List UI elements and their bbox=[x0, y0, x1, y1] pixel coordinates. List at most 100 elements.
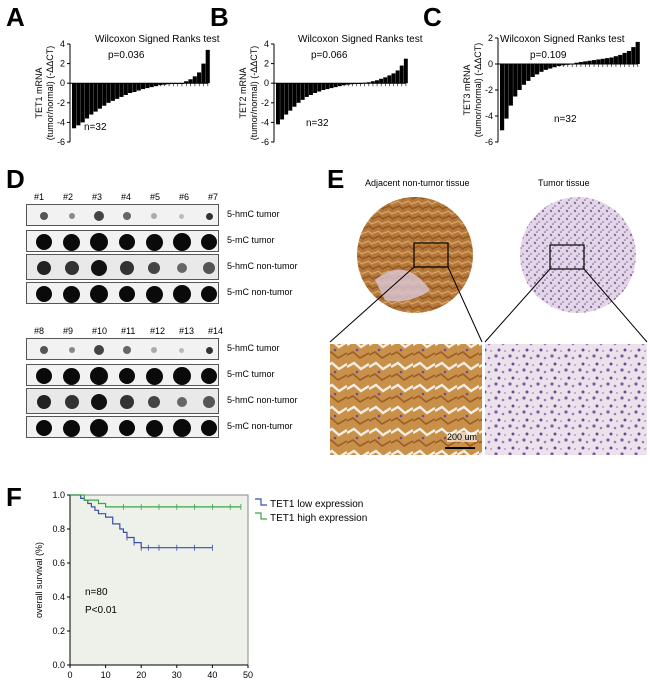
blot-dot bbox=[90, 419, 108, 437]
blot-dot bbox=[205, 346, 213, 354]
bar bbox=[304, 83, 309, 97]
bar bbox=[110, 83, 115, 101]
bar bbox=[309, 83, 313, 95]
blot-dot bbox=[90, 233, 108, 251]
y-tick-label: -6 bbox=[485, 137, 493, 147]
bar bbox=[97, 83, 102, 109]
y-tick-label: -4 bbox=[261, 117, 269, 127]
y-tick-label: 0.6 bbox=[52, 558, 65, 568]
y-tick-label: 1.0 bbox=[52, 490, 65, 500]
bar bbox=[530, 64, 535, 77]
panel-label-d: D bbox=[6, 164, 25, 194]
y-tick-label: -2 bbox=[57, 98, 65, 108]
blot-strip bbox=[26, 416, 219, 438]
blot-dot bbox=[119, 261, 134, 275]
x-tick-label: 40 bbox=[207, 670, 217, 680]
blot-dot bbox=[145, 233, 163, 251]
blot-dot bbox=[203, 396, 215, 408]
bar bbox=[84, 83, 90, 119]
bar bbox=[513, 64, 518, 97]
bar bbox=[106, 83, 111, 103]
blot-row-label: 5-hmC tumor bbox=[227, 209, 280, 219]
blot-dot bbox=[201, 286, 217, 302]
sample-label: #12 bbox=[150, 326, 166, 336]
y-tick-label: 2 bbox=[60, 59, 65, 69]
blot-dot bbox=[201, 420, 217, 436]
x-tick-label: 50 bbox=[243, 670, 253, 680]
zoom-box-left bbox=[413, 242, 449, 268]
bar bbox=[76, 83, 81, 126]
bar bbox=[631, 47, 636, 64]
blot-strip bbox=[26, 364, 219, 386]
blot-dot bbox=[68, 213, 75, 219]
y-axis-label: TET3 mRNA(tumor/normal) (-ΔΔCT) bbox=[462, 43, 483, 138]
panel-label-c: C bbox=[423, 2, 442, 32]
panel-b-n: n=32 bbox=[306, 118, 329, 129]
n-label: n=80 bbox=[85, 587, 108, 598]
blot-dot bbox=[151, 347, 157, 353]
blot-dot bbox=[172, 419, 191, 437]
blot-dot bbox=[94, 345, 104, 355]
blot-dot bbox=[118, 368, 135, 384]
legend-swatch bbox=[255, 498, 267, 506]
bar bbox=[535, 64, 540, 75]
blot-dot bbox=[63, 285, 80, 303]
panel-label-a: A bbox=[6, 2, 25, 32]
legend-label: TET1 low expression bbox=[270, 499, 363, 510]
bar bbox=[313, 83, 318, 93]
panel-c-pvalue: p=0.109 bbox=[530, 50, 567, 61]
blot-dot bbox=[36, 420, 52, 436]
bar bbox=[375, 80, 379, 84]
panel-label-b: B bbox=[210, 2, 229, 32]
bar bbox=[613, 56, 618, 64]
blot-dot bbox=[90, 367, 108, 385]
blot-row-label: 5-hmC non-tumor bbox=[227, 395, 298, 405]
sample-label: #6 bbox=[179, 192, 190, 202]
bar bbox=[609, 57, 614, 64]
bar bbox=[587, 60, 592, 64]
blot-dot bbox=[122, 346, 131, 354]
blot-dot bbox=[151, 213, 157, 219]
bar bbox=[383, 77, 388, 84]
blot-dot bbox=[145, 285, 163, 303]
blot-dot bbox=[205, 212, 213, 220]
legend-swatch bbox=[255, 512, 267, 520]
sample-label: #14 bbox=[208, 326, 224, 336]
bar bbox=[128, 83, 133, 93]
blot-dot bbox=[201, 368, 217, 384]
bar bbox=[578, 62, 583, 64]
blot-strip bbox=[26, 388, 219, 414]
blot-dot bbox=[40, 346, 48, 354]
blot-dot bbox=[37, 395, 51, 409]
blot-dot bbox=[145, 367, 163, 385]
blot-strip bbox=[26, 204, 219, 226]
y-tick-label: -4 bbox=[57, 117, 65, 127]
bar bbox=[300, 83, 305, 100]
blot-dot bbox=[176, 263, 187, 273]
blot-dot bbox=[63, 419, 80, 437]
bar bbox=[517, 64, 522, 90]
blot-dot bbox=[203, 262, 215, 274]
panel-e-ihc bbox=[329, 197, 648, 455]
bar bbox=[387, 75, 392, 84]
sample-label: #8 bbox=[34, 326, 45, 336]
sample-label: #11 bbox=[121, 326, 136, 336]
y-tick-label: 2 bbox=[488, 33, 493, 43]
bar bbox=[391, 73, 396, 84]
bar bbox=[539, 64, 544, 72]
blot-dot bbox=[63, 233, 80, 251]
blot-dot bbox=[91, 394, 107, 410]
blot-dot bbox=[37, 261, 51, 275]
bar bbox=[403, 58, 408, 84]
bar bbox=[80, 83, 85, 123]
blot-dot bbox=[94, 211, 104, 221]
bar bbox=[366, 82, 371, 84]
panel-label-e: E bbox=[327, 164, 345, 194]
bar bbox=[123, 83, 128, 95]
blot-dot bbox=[64, 261, 79, 275]
bar bbox=[574, 62, 579, 64]
y-tick-label: -2 bbox=[485, 85, 493, 95]
blot-dot bbox=[172, 233, 191, 251]
